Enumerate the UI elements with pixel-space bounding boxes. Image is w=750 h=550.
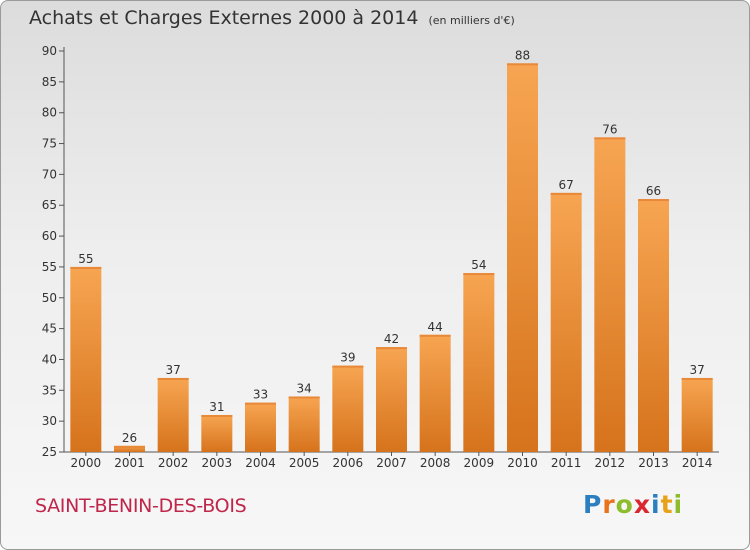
x-tick-label: 2006 <box>333 456 364 470</box>
bar-top-edge <box>376 347 407 349</box>
bar-top-edge <box>289 396 320 398</box>
x-tick-label: 2013 <box>638 456 669 470</box>
bar-top-edge <box>114 446 145 448</box>
bar-top-edge <box>201 415 232 417</box>
bar <box>332 366 363 452</box>
y-tick-label: 80 <box>42 106 57 120</box>
bar-value-label: 54 <box>471 258 486 272</box>
bar-top-edge <box>158 378 189 380</box>
x-tick-label: 2005 <box>289 456 320 470</box>
x-tick-label: 2012 <box>595 456 626 470</box>
bar-top-edge <box>420 335 451 337</box>
y-tick-label: 55 <box>42 260 57 274</box>
bar <box>551 193 582 452</box>
logo-letter: t <box>661 490 674 519</box>
bar-value-label: 34 <box>297 381 312 395</box>
x-tick-label: 2009 <box>464 456 495 470</box>
bar-value-label: 44 <box>428 320 443 334</box>
y-tick-label: 35 <box>42 383 57 397</box>
bar <box>507 63 538 452</box>
chart-frame: Achats et Charges Externes 2000 à 2014 (e… <box>0 0 750 550</box>
x-tick-label: 2003 <box>202 456 233 470</box>
x-tick-label: 2011 <box>551 456 582 470</box>
x-tick-label: 2002 <box>158 456 189 470</box>
bar <box>594 137 625 452</box>
bar <box>245 403 276 452</box>
x-tick-label: 2008 <box>420 456 451 470</box>
x-tick-label: 2000 <box>71 456 102 470</box>
bar-top-edge <box>638 199 669 201</box>
y-tick-label: 50 <box>42 291 57 305</box>
bar <box>158 378 189 452</box>
y-tick-label: 70 <box>42 167 57 181</box>
bar <box>289 396 320 452</box>
bar <box>420 335 451 452</box>
commune-name: SAINT-BENIN-DES-BOIS <box>35 495 246 517</box>
bar-value-label: 55 <box>78 252 93 266</box>
x-tick-label: 2001 <box>114 456 145 470</box>
bar-value-label: 76 <box>602 122 617 136</box>
x-tick-label: 2010 <box>507 456 538 470</box>
y-tick-label: 75 <box>42 137 57 151</box>
bar <box>376 347 407 452</box>
bar <box>682 378 713 452</box>
bar-value-label: 37 <box>166 363 181 377</box>
x-tick-label: 2007 <box>376 456 407 470</box>
bar <box>201 415 232 452</box>
bar-value-label: 88 <box>515 48 530 62</box>
bar-top-edge <box>682 378 713 380</box>
logo-letter: i <box>674 490 684 519</box>
y-tick-label: 85 <box>42 75 57 89</box>
bar-value-label: 66 <box>646 184 661 198</box>
bar-value-label: 31 <box>209 400 224 414</box>
bar <box>463 273 494 452</box>
bar-top-edge <box>507 63 538 65</box>
bar-top-edge <box>463 273 494 275</box>
bar-value-label: 33 <box>253 388 268 402</box>
x-tick-label: 2004 <box>245 456 276 470</box>
logo-letter: P <box>583 490 602 519</box>
bar-value-label: 26 <box>122 431 137 445</box>
y-tick-label: 30 <box>42 414 57 428</box>
logo-letter: x <box>634 490 651 519</box>
logo-letter: o <box>616 490 634 519</box>
bar-chart: 25 30 35 40 45 50 55 60 65 70 75 80 85 90 55 2000 26 2001… <box>1 1 750 550</box>
logo-letter: r <box>602 490 615 519</box>
bar-top-edge <box>245 403 276 405</box>
y-tick-label: 40 <box>42 352 57 366</box>
bar <box>638 199 669 452</box>
logo-letter: i <box>651 490 661 519</box>
bar-top-edge <box>70 267 101 269</box>
bar-top-edge <box>551 193 582 195</box>
y-tick-label: 45 <box>42 322 57 336</box>
bar-top-edge <box>332 366 363 368</box>
bar-value-label: 42 <box>384 332 399 346</box>
y-tick-label: 90 <box>42 44 57 58</box>
proxiti-logo: Proxiti <box>583 490 683 519</box>
bar-top-edge <box>594 137 625 139</box>
bar-value-label: 67 <box>559 178 574 192</box>
y-tick-label: 25 <box>42 445 57 459</box>
x-tick-label: 2014 <box>682 456 713 470</box>
y-tick-label: 60 <box>42 229 57 243</box>
y-tick-label: 65 <box>42 198 57 212</box>
bar <box>70 267 101 452</box>
bar-value-label: 39 <box>340 351 355 365</box>
bar-value-label: 37 <box>690 363 705 377</box>
